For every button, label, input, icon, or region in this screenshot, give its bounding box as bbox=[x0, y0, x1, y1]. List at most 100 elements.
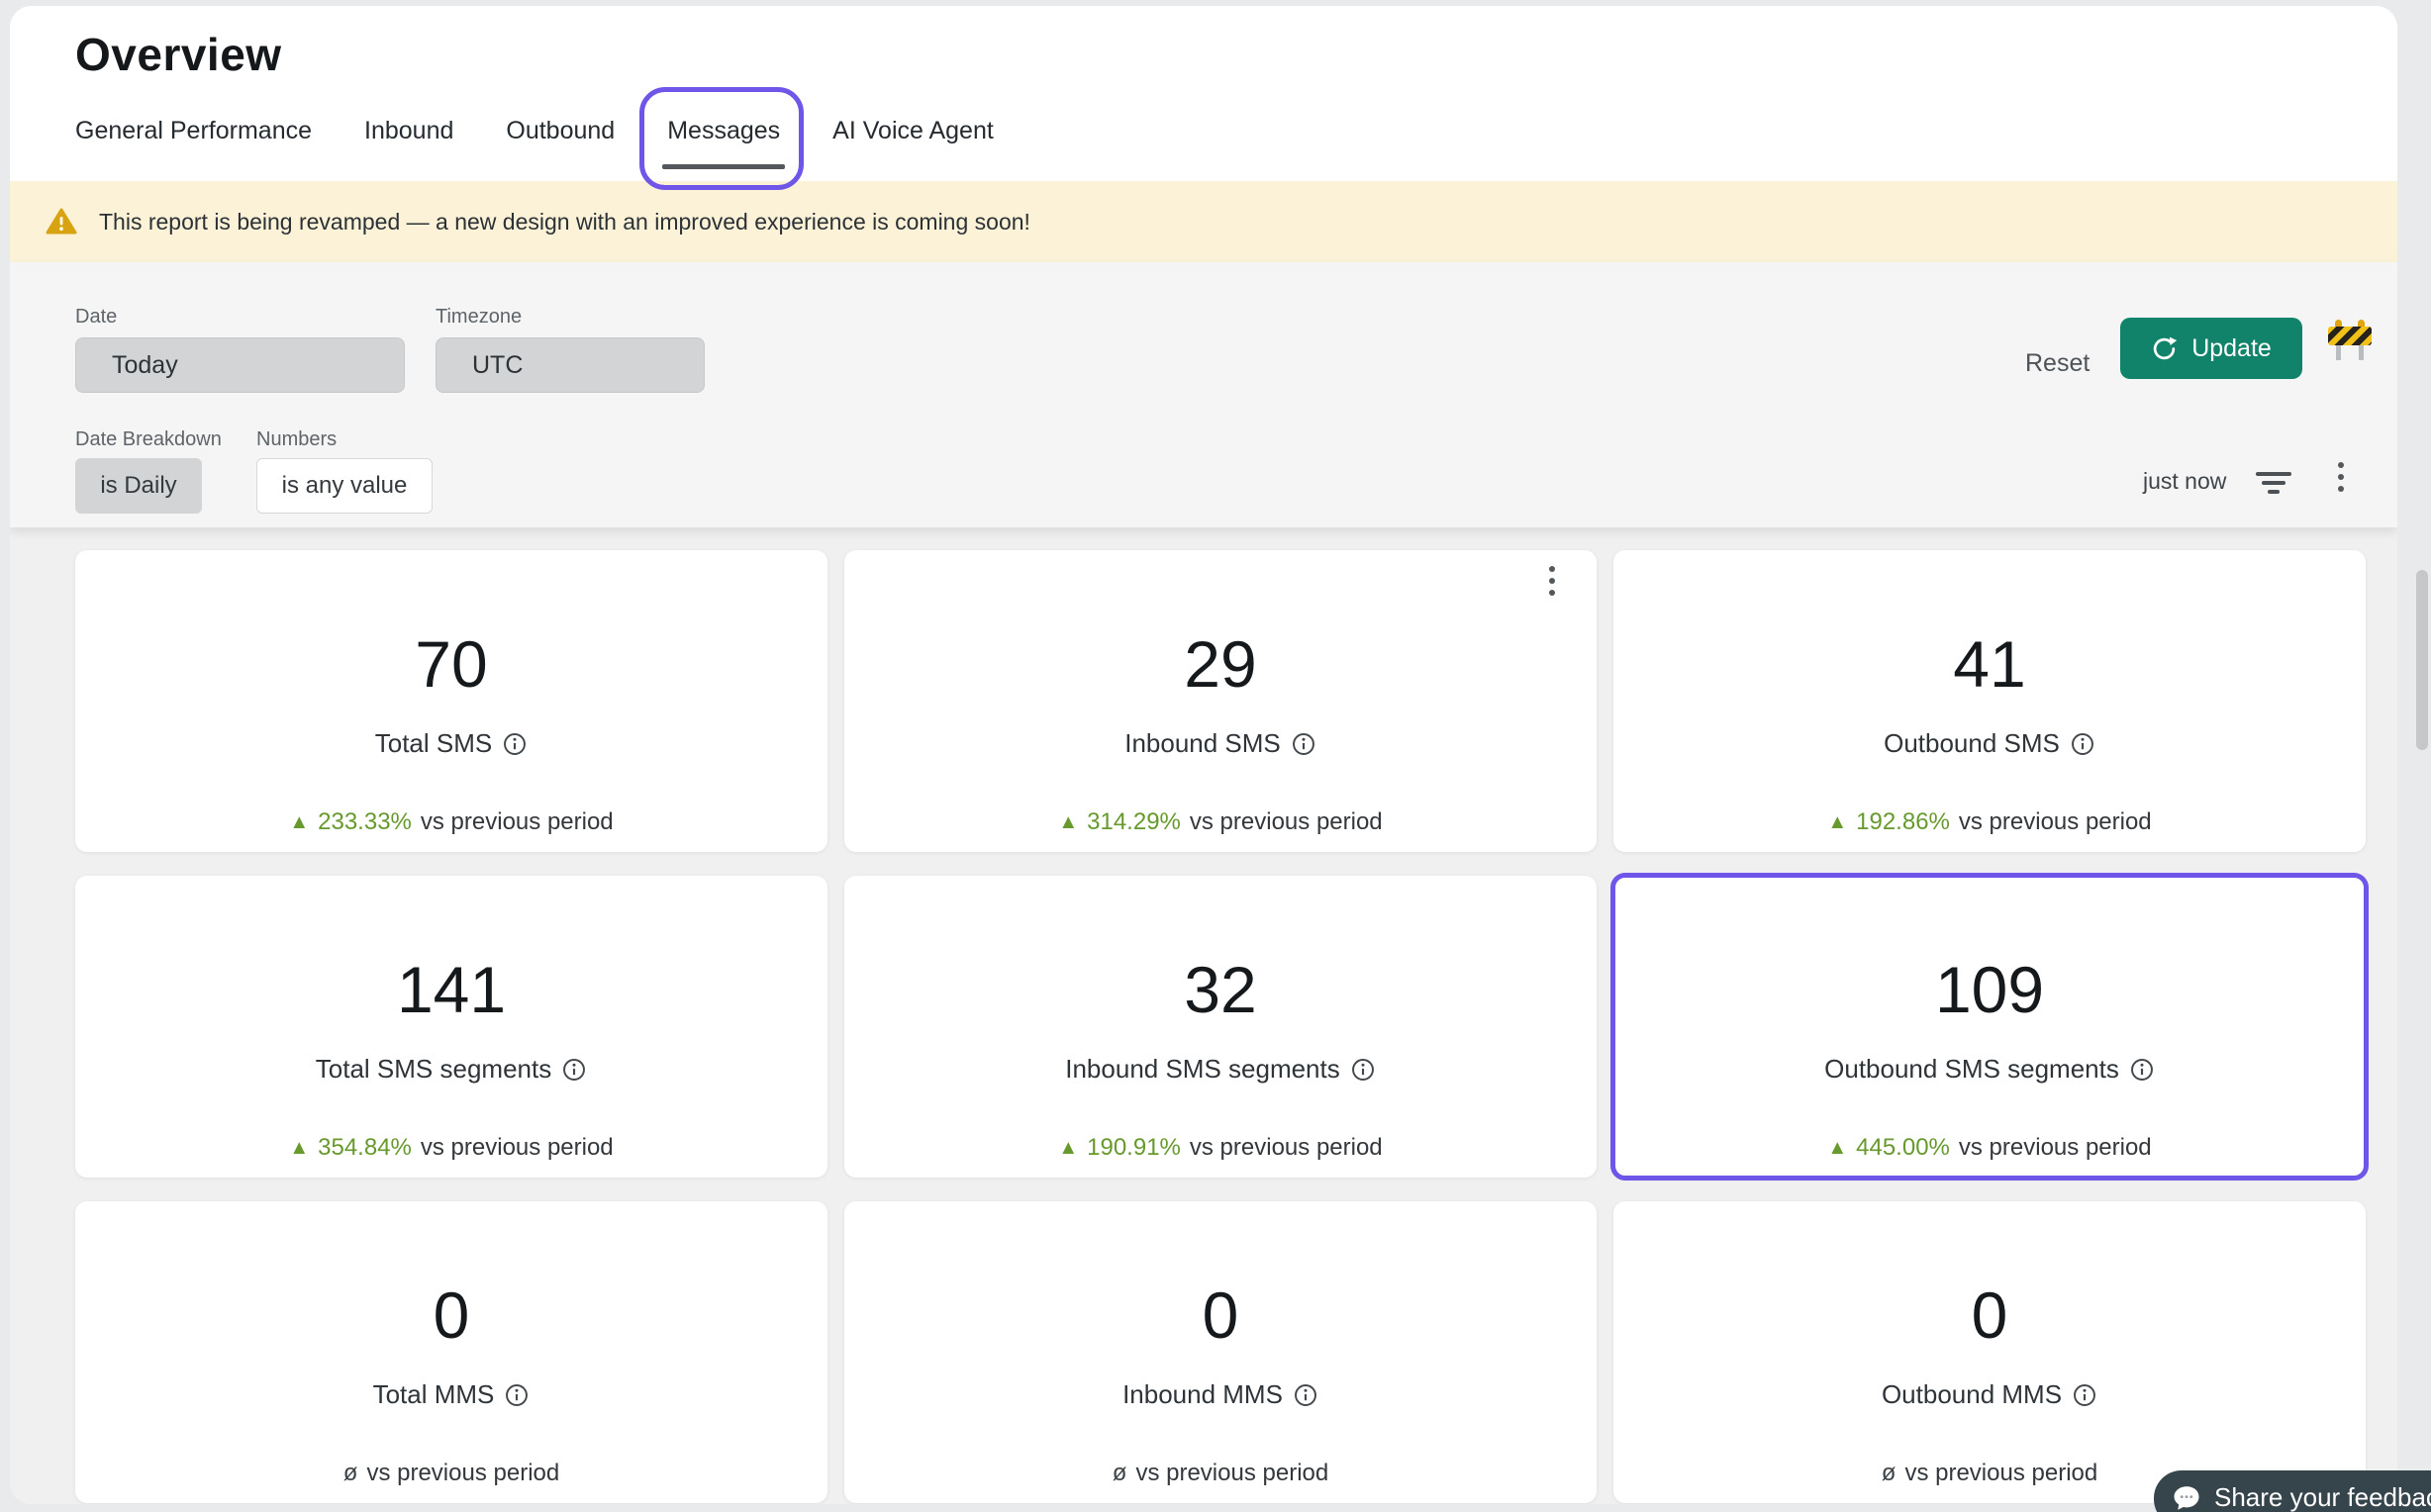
metric-card-inbound-mms: 0 Inbound MMS ▲ ø vs previous period bbox=[844, 1201, 1597, 1503]
trend-up-icon: ▲ bbox=[1058, 811, 1079, 833]
filter-list-icon[interactable] bbox=[2255, 472, 2292, 498]
speech-bubble-icon bbox=[2174, 1485, 2199, 1510]
delta-percent: ø bbox=[342, 1460, 358, 1486]
metric-label-row: Outbound SMS bbox=[1884, 728, 2095, 759]
card-menu-icon[interactable] bbox=[1549, 566, 1555, 596]
info-icon[interactable] bbox=[561, 1057, 587, 1083]
tab-label: Outbound bbox=[506, 117, 616, 144]
info-icon[interactable] bbox=[1293, 1382, 1318, 1408]
construction-barrier-icon bbox=[2328, 320, 2372, 361]
delta-percent: 192.86% bbox=[1856, 808, 1950, 835]
delta-suffix: vs previous period bbox=[420, 808, 614, 835]
metric-label-row: Total MMS bbox=[373, 1379, 531, 1410]
metric-delta: ▲ ø vs previous period bbox=[1882, 1460, 2097, 1487]
metric-label: Outbound MMS bbox=[1881, 1379, 2063, 1409]
update-button[interactable]: Update bbox=[2120, 318, 2302, 379]
info-icon[interactable] bbox=[2070, 731, 2095, 757]
metric-value: 29 bbox=[1184, 627, 1257, 701]
date-breakdown-label: Date Breakdown bbox=[75, 428, 222, 450]
metric-card-outbound-sms: 41 Outbound SMS ▲ 192.86% vs previous pe… bbox=[1613, 550, 2366, 852]
info-icon[interactable] bbox=[502, 731, 528, 757]
numbers-filter-label: Numbers bbox=[256, 428, 338, 450]
date-breakdown-chip[interactable]: is Daily bbox=[75, 458, 202, 514]
trend-up-icon: ▲ bbox=[289, 811, 310, 833]
metric-delta: ▲ 445.00% vs previous period bbox=[1827, 1134, 2151, 1162]
delta-suffix: vs previous period bbox=[1189, 808, 1383, 835]
metric-value: 32 bbox=[1184, 953, 1257, 1026]
banner-text: This report is being revamped — a new de… bbox=[99, 208, 1030, 235]
tab-inbound[interactable]: Inbound bbox=[364, 117, 453, 169]
metric-label: Outbound SMS bbox=[1884, 728, 2060, 758]
metric-card-total-sms: 70 Total SMS ▲ 233.33% vs previous perio… bbox=[75, 550, 827, 852]
metric-value: 70 bbox=[415, 627, 488, 701]
metric-card-inbound-sms-segments: 32 Inbound SMS segments ▲ 190.91% vs pre… bbox=[844, 876, 1597, 1178]
info-icon[interactable] bbox=[2129, 1057, 2155, 1083]
trend-up-icon: ▲ bbox=[1058, 1137, 1079, 1159]
metric-delta: ▲ 192.86% vs previous period bbox=[1827, 808, 2151, 836]
metric-value: 0 bbox=[1971, 1278, 2008, 1352]
tab-outbound[interactable]: Outbound bbox=[506, 117, 615, 169]
timezone-filter-label: Timezone bbox=[436, 306, 523, 328]
metric-delta: ▲ 314.29% vs previous period bbox=[1058, 808, 1382, 836]
warning-triangle-icon bbox=[46, 208, 77, 235]
metric-value: 41 bbox=[1953, 627, 2026, 701]
filter-section: Date Today Timezone UTC Reset Update Dat… bbox=[10, 262, 2397, 527]
delta-percent: ø bbox=[1112, 1460, 1127, 1486]
date-filter-label: Date bbox=[75, 306, 118, 328]
delta-percent: 445.00% bbox=[1856, 1134, 1950, 1161]
metric-card-outbound-sms-segments: 109 Outbound SMS segments ▲ 445.00% vs p… bbox=[1610, 873, 2369, 1181]
trend-up-icon: ▲ bbox=[1827, 811, 1848, 833]
metric-label-row: Inbound SMS segments bbox=[1065, 1054, 1376, 1085]
delta-percent: 354.84% bbox=[318, 1134, 412, 1161]
metric-label-row: Outbound SMS segments bbox=[1824, 1054, 2155, 1085]
metric-delta: ▲ 233.33% vs previous period bbox=[289, 808, 613, 836]
delta-percent: 233.33% bbox=[318, 808, 412, 835]
update-button-label: Update bbox=[2191, 333, 2272, 362]
metric-delta: ▲ ø vs previous period bbox=[1113, 1460, 1328, 1487]
metric-value: 0 bbox=[1202, 1278, 1239, 1352]
metric-card-grid: 70 Total SMS ▲ 233.33% vs previous perio… bbox=[75, 550, 2369, 1503]
metric-label: Inbound SMS segments bbox=[1065, 1054, 1340, 1084]
delta-percent: ø bbox=[1881, 1460, 1896, 1486]
info-icon[interactable] bbox=[1350, 1057, 1376, 1083]
metric-delta: ▲ ø vs previous period bbox=[343, 1460, 559, 1487]
metric-delta: ▲ 190.91% vs previous period bbox=[1058, 1134, 1382, 1162]
metric-label: Total SMS bbox=[374, 728, 493, 758]
metric-label: Outbound SMS segments bbox=[1824, 1054, 2119, 1084]
metric-card-total-sms-segments: 141 Total SMS segments ▲ 354.84% vs prev… bbox=[75, 876, 827, 1178]
reset-button[interactable]: Reset bbox=[2025, 349, 2091, 377]
metric-value: 109 bbox=[1934, 953, 2045, 1026]
delta-suffix: vs previous period bbox=[1958, 1134, 2152, 1161]
delta-suffix: vs previous period bbox=[420, 1134, 614, 1161]
tab-general-performance[interactable]: General Performance bbox=[75, 117, 312, 169]
header: Overview General Performance Inbound Out… bbox=[10, 6, 2397, 190]
timezone-filter-input[interactable]: UTC bbox=[436, 337, 705, 393]
delta-suffix: vs previous period bbox=[1958, 808, 2152, 835]
metric-label-row: Total SMS segments bbox=[316, 1054, 587, 1085]
tab-label: AI Voice Agent bbox=[832, 117, 994, 144]
metric-label: Inbound SMS bbox=[1124, 728, 1281, 758]
tab-label: Inbound bbox=[364, 117, 454, 144]
info-icon[interactable] bbox=[504, 1382, 530, 1408]
metric-label-row: Total SMS bbox=[375, 728, 529, 759]
info-icon[interactable] bbox=[1291, 731, 1316, 757]
numbers-filter-chip[interactable]: is any value bbox=[256, 458, 433, 514]
metric-label: Total MMS bbox=[372, 1379, 495, 1409]
revamp-banner: This report is being revamped — a new de… bbox=[10, 181, 2397, 262]
more-options-icon[interactable] bbox=[2338, 462, 2344, 492]
info-icon[interactable] bbox=[2072, 1382, 2097, 1408]
date-filter-input[interactable]: Today bbox=[75, 337, 405, 393]
tab-messages[interactable]: Messages bbox=[639, 87, 805, 190]
scrollbar-thumb[interactable] bbox=[2416, 570, 2428, 750]
share-feedback-button[interactable]: Share your feedback bbox=[2154, 1470, 2431, 1512]
tab-ai-voice-agent[interactable]: AI Voice Agent bbox=[832, 117, 994, 169]
page-title: Overview bbox=[75, 29, 282, 80]
dashboard: 70 Total SMS ▲ 233.33% vs previous perio… bbox=[10, 527, 2397, 1504]
trend-up-icon: ▲ bbox=[1827, 1137, 1848, 1159]
delta-percent: 314.29% bbox=[1087, 808, 1181, 835]
metric-label-row: Inbound SMS bbox=[1124, 728, 1316, 759]
delta-suffix: vs previous period bbox=[1189, 1134, 1383, 1161]
delta-suffix: vs previous period bbox=[1135, 1460, 1329, 1486]
metric-card-total-mms: 0 Total MMS ▲ ø vs previous period bbox=[75, 1201, 827, 1503]
metric-label: Inbound MMS bbox=[1122, 1379, 1283, 1409]
